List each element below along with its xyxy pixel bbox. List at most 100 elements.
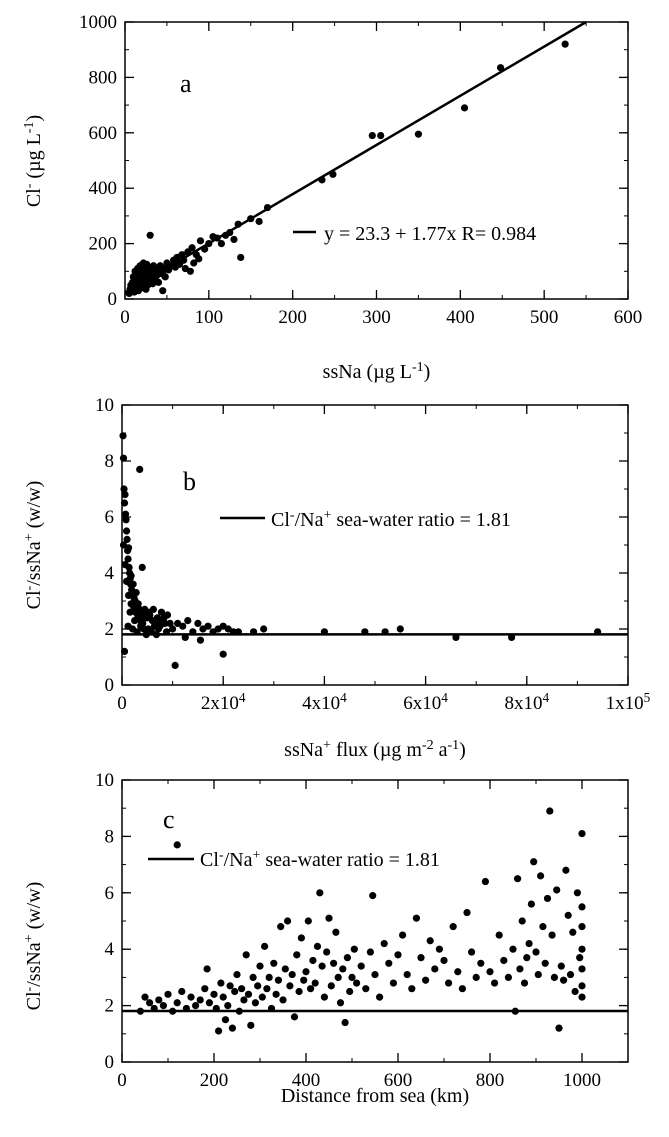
data-point [495, 931, 503, 939]
data-point [527, 900, 536, 908]
data-point [247, 215, 255, 223]
x-tick-label: 100 [195, 307, 224, 328]
data-point [435, 945, 443, 953]
data-point [234, 628, 242, 636]
y-tick-label: 0 [105, 1052, 115, 1073]
data-point [323, 948, 331, 956]
data-point [336, 999, 345, 1007]
data-point [249, 628, 258, 636]
chart-panel-b: 0 2x104 4x104 6x104 8x104 1x105 0 2 4 6 8 10 b Cl-/Na… [22, 395, 651, 761]
data-point [179, 622, 187, 630]
data-point [196, 636, 205, 644]
data-point [566, 970, 575, 979]
legend-label: Cl-/Na+ sea-water ratio = 1.81 [271, 508, 511, 532]
data-point [215, 1027, 223, 1035]
data-point [261, 942, 269, 950]
data-point [508, 633, 516, 642]
data-point [141, 614, 149, 622]
data-point [394, 951, 402, 959]
data-point [136, 269, 144, 277]
data-point [518, 917, 526, 925]
x-tick-label: 8x104 [504, 690, 549, 715]
data-point [281, 965, 289, 973]
data-point [226, 982, 234, 990]
data-point [213, 234, 221, 242]
plot-frame [121, 404, 629, 686]
data-point [217, 979, 225, 987]
data-point [237, 253, 245, 262]
data-point [169, 625, 177, 633]
data-point [212, 1004, 220, 1013]
data-point [458, 985, 466, 993]
data-point [477, 959, 485, 967]
data-point [173, 841, 181, 849]
data-point [327, 982, 335, 990]
y-tick-label: 1000 [79, 12, 117, 33]
data-point [332, 928, 340, 936]
data-point [353, 979, 361, 987]
data-point [270, 959, 278, 967]
data-point [325, 914, 333, 922]
data-point [124, 555, 132, 563]
data-point [560, 976, 568, 984]
data-point [516, 965, 524, 973]
data-point [146, 231, 154, 239]
plot-frame [121, 779, 629, 1063]
data-point [228, 1024, 236, 1032]
data-point [576, 954, 584, 962]
x-tick-label: 200 [200, 1070, 229, 1091]
data-point [454, 968, 462, 976]
data-point [130, 603, 138, 611]
x-tick-label: 600 [384, 1070, 413, 1091]
data-point [188, 244, 196, 252]
data-point [578, 923, 586, 931]
data-point [178, 987, 186, 996]
data-point [561, 40, 569, 48]
data-point [160, 614, 168, 622]
data-point [408, 985, 416, 993]
data-point [578, 829, 586, 838]
data-point [256, 962, 264, 970]
data-point [468, 948, 476, 956]
legend-label: Cl-/Na+ sea-water ratio = 1.81 [200, 848, 440, 872]
data-point [578, 903, 586, 911]
data-point [242, 951, 250, 959]
data-point [154, 278, 163, 286]
x-tick-label: 500 [530, 307, 559, 328]
data-point [546, 807, 554, 815]
x-tick-label: 0 [117, 693, 127, 714]
data-point [119, 541, 128, 549]
data-point [263, 985, 271, 993]
data-point [201, 985, 209, 993]
data-point [201, 245, 209, 253]
data-point [267, 1004, 276, 1013]
data-point [229, 628, 237, 636]
data-point [166, 619, 174, 628]
data-point [173, 999, 181, 1007]
data-point [368, 131, 376, 140]
data-point [403, 970, 411, 979]
data-point [126, 608, 134, 616]
data-point [122, 527, 131, 535]
data-point [452, 633, 460, 642]
data-point [164, 990, 172, 998]
data-point [532, 948, 540, 956]
data-point [562, 866, 570, 874]
data-point [366, 948, 374, 956]
y-tick-label: 6 [105, 507, 115, 528]
chart-panel-a: 0 100 200 300 400 500 600 0 200 400 600 800 1000 a y =… [22, 12, 643, 383]
data-point [219, 650, 227, 658]
data-point [307, 985, 315, 993]
data-point [194, 619, 202, 628]
data-point [573, 889, 582, 897]
data-point [417, 954, 425, 962]
data-point [330, 959, 338, 967]
data-point [139, 619, 147, 628]
data-point [295, 987, 303, 996]
data-point [221, 1016, 230, 1024]
data-point [414, 130, 423, 138]
data-point [260, 625, 268, 633]
data-point [534, 970, 542, 979]
data-point [449, 923, 457, 931]
data-point [234, 220, 242, 228]
